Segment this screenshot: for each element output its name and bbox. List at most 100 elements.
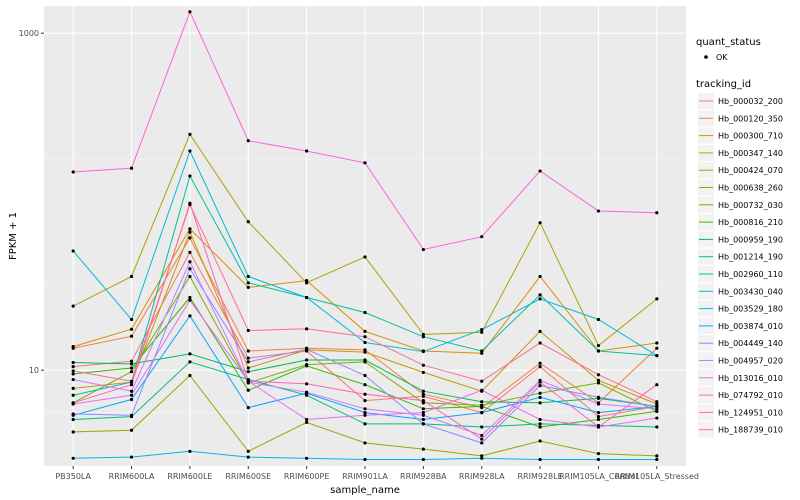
data-point-Hb_002960_110-5: [363, 310, 367, 315]
data-point-Hb_000638_260-7: [480, 454, 484, 458]
data-point-Hb_124951_010-7: [480, 437, 484, 441]
data-point-Hb_000032_200-5: [363, 398, 367, 403]
data-point-Hb_000300_710-10: [655, 341, 659, 345]
data-point-Hb_003529_180-1: [129, 455, 134, 459]
data-point-Hb_000424_070-2: [188, 132, 192, 136]
data-point-Hb_003430_040-4: [305, 295, 309, 300]
data-point-Hb_000638_260-1: [129, 428, 134, 432]
data-point-Hb_003529_180-10: [655, 457, 659, 462]
legend-label-1: Hb_000120_350: [718, 114, 783, 123]
data-point-Hb_000959_190-6: [421, 389, 425, 393]
data-point-Hb_013016_010-5: [363, 413, 367, 417]
data-point-Hb_000300_710-3: [246, 285, 250, 289]
data-point-Hb_000638_260-8: [538, 439, 542, 443]
data-point-Hb_074792_010-9: [596, 209, 601, 213]
data-point-Hb_000424_070-6: [421, 332, 425, 337]
data-point-Hb_000120_350-10: [655, 346, 659, 350]
data-point-Hb_124951_010-10: [655, 383, 659, 387]
data-point-Hb_004449_140-10: [655, 404, 659, 408]
data-point-Hb_000732_030-8: [538, 391, 542, 395]
data-point-Hb_000120_350-8: [538, 361, 542, 365]
data-point-Hb_000032_200-9: [596, 415, 601, 419]
data-point-Hb_000424_070-9: [596, 343, 601, 348]
data-point-Hb_000120_350-1: [129, 334, 134, 338]
x-tick-label-3: RRIM600SE: [225, 472, 271, 481]
data-point-Hb_000816_210-1: [129, 366, 134, 370]
legend-label-16: Hb_013016_010: [718, 374, 783, 383]
data-point-Hb_003874_010-2: [188, 314, 192, 318]
data-point-Hb_004957_020-4: [305, 390, 309, 394]
data-point-Hb_000347_140-5: [363, 350, 367, 354]
data-point-Hb_002960_110-8: [538, 293, 542, 297]
legend-label-18: Hb_124951_010: [718, 408, 783, 417]
data-point-Hb_000347_140-2: [188, 230, 192, 234]
data-point-Hb_000300_710-0: [71, 345, 75, 349]
data-point-Hb_000959_190-8: [538, 401, 542, 405]
data-point-Hb_000816_210-5: [363, 383, 367, 387]
data-point-Hb_000816_210-9: [596, 417, 601, 422]
data-point-Hb_000816_210-4: [305, 364, 309, 368]
data-point-Hb_000424_070-8: [538, 221, 542, 225]
data-point-Hb_000638_260-0: [71, 430, 75, 434]
data-point-Hb_074792_010-2: [188, 10, 192, 14]
data-point-Hb_013016_010-8: [538, 417, 542, 422]
data-point-Hb_003529_180-5: [363, 457, 367, 462]
data-point-Hb_188739_010-3: [246, 328, 250, 333]
data-point-Hb_003874_010-6: [421, 417, 425, 422]
data-point-Hb_004957_020-6: [421, 413, 425, 417]
data-point-Hb_000638_260-6: [421, 447, 425, 451]
legend-label-19: Hb_188739_010: [718, 426, 783, 435]
x-axis: PB350LA RRIM600LA RRIM600LE RRIM600SE RRIM60…: [55, 466, 699, 481]
data-point-Hb_000638_260-2: [188, 373, 192, 378]
data-point-Hb_074792_010-3: [246, 139, 250, 143]
data-point-Hb_000816_210-2: [188, 295, 192, 300]
data-point-Hb_124951_010-0: [71, 401, 75, 405]
data-point-Hb_000032_200-1: [129, 359, 134, 363]
data-point-Hb_000638_260-5: [363, 441, 367, 445]
x-tick-label-8: RRIM928LE: [518, 472, 563, 481]
x-tick-label-10: RRIM105LA_Stressed: [615, 472, 699, 481]
legend-label-9: Hb_001214_190: [718, 253, 783, 262]
data-point-Hb_124951_010-8: [538, 380, 542, 384]
data-point-Hb_000347_140-6: [421, 370, 425, 375]
data-point-Hb_003874_010-3: [246, 405, 250, 410]
data-point-Hb_000732_030-9: [596, 381, 601, 385]
data-point-Hb_003430_040-0: [71, 249, 75, 253]
y-axis-title: FPKM + 1: [8, 212, 19, 260]
legend-status-label-0: OK: [716, 53, 728, 62]
data-point-Hb_000732_030-2: [188, 274, 192, 279]
data-point-Hb_003874_010-7: [480, 411, 484, 415]
data-point-Hb_004957_020-7: [480, 433, 484, 438]
data-point-Hb_003529_180-3: [246, 455, 250, 459]
x-tick-label-1: RRIM600LA: [109, 472, 155, 481]
data-point-Hb_003430_040-10: [655, 354, 659, 358]
data-point-Hb_188739_010-2: [188, 203, 192, 207]
data-point-Hb_188739_010-4: [305, 327, 309, 331]
data-point-Hb_000638_260-10: [655, 454, 659, 458]
data-point-Hb_004449_140-2: [188, 267, 192, 271]
data-point-Hb_001214_190-2: [188, 360, 192, 364]
data-point-Hb_003529_180-9: [596, 457, 601, 462]
data-point-Hb_004449_140-7: [480, 441, 484, 445]
data-point-Hb_188739_010-8: [538, 341, 542, 345]
legend-label-4: Hb_000424_070: [718, 166, 783, 175]
data-point-Hb_000638_260-4: [305, 420, 309, 424]
data-point-Hb_000347_140-3: [246, 366, 250, 370]
legend-label-5: Hb_000638_260: [718, 184, 783, 193]
data-point-Hb_000816_210-7: [480, 404, 484, 408]
data-point-Hb_000424_070-4: [305, 281, 309, 285]
data-point-Hb_188739_010-5: [363, 335, 367, 339]
data-point-Hb_000032_200-2: [188, 250, 192, 255]
data-point-Hb_004449_140-9: [596, 395, 601, 399]
data-point-Hb_000347_140-0: [71, 386, 75, 390]
legend-label-15: Hb_004957_020: [718, 357, 783, 366]
data-point-Hb_004449_140-3: [246, 360, 250, 364]
data-point-Hb_004449_140-0: [71, 412, 75, 416]
legend-label-13: Hb_003874_010: [718, 322, 783, 331]
data-point-Hb_000120_350-2: [188, 236, 192, 240]
data-point-Hb_000732_030-1: [129, 370, 134, 374]
data-point-Hb_000816_210-6: [421, 407, 425, 411]
data-point-Hb_000032_200-3: [246, 356, 250, 360]
data-point-Hb_003874_010-1: [129, 397, 134, 402]
data-point-Hb_000424_070-10: [655, 297, 659, 301]
